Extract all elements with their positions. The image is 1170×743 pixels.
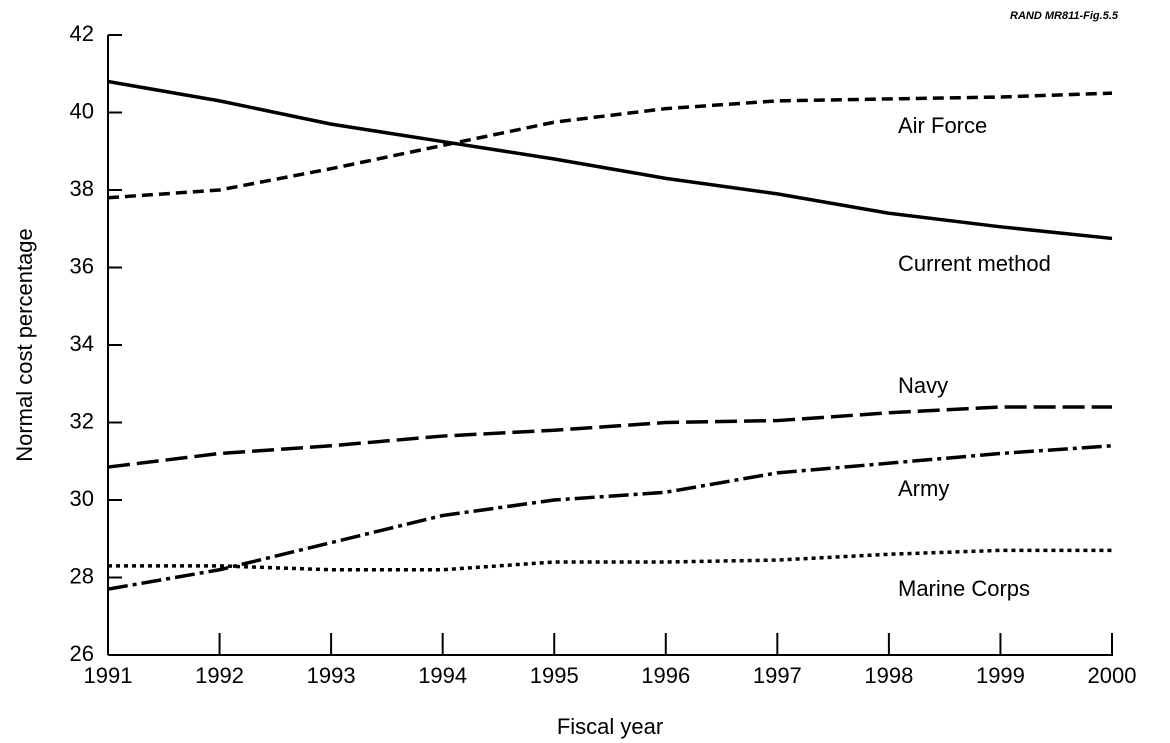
x-tick-label: 2000 <box>1088 663 1137 688</box>
series-label: Current method <box>898 251 1051 276</box>
series-line <box>107 444 1113 591</box>
y-tick-label: 38 <box>70 176 94 201</box>
y-tick-label: 42 <box>70 21 94 46</box>
y-tick-label: 40 <box>70 98 94 123</box>
series-label: Navy <box>898 373 948 398</box>
x-tick-label: 1992 <box>195 663 244 688</box>
source-note: RAND MR811-Fig.5.5 <box>1010 10 1119 22</box>
series-line <box>107 79 1113 241</box>
y-axis-title: Normal cost percentage <box>12 228 37 462</box>
x-tick-label: 1991 <box>84 663 133 688</box>
x-tick-label: 1998 <box>864 663 913 688</box>
y-tick-label: 26 <box>70 641 94 666</box>
series-label: Air Force <box>898 113 987 138</box>
y-tick-label: 32 <box>70 408 94 433</box>
y-tick-label: 36 <box>70 253 94 278</box>
y-tick-label: 34 <box>70 331 94 356</box>
x-axis-title: Fiscal year <box>557 714 663 739</box>
x-tick-label: 1996 <box>641 663 690 688</box>
x-tick-label: 1993 <box>307 663 356 688</box>
x-tick-label: 1997 <box>753 663 802 688</box>
x-tick-label: 1999 <box>976 663 1025 688</box>
y-tick-label: 28 <box>70 563 94 588</box>
series-line <box>107 405 1112 469</box>
y-tick-label: 30 <box>70 486 94 511</box>
x-tick-label: 1994 <box>418 663 467 688</box>
series-label: Army <box>898 476 949 501</box>
x-tick-label: 1995 <box>530 663 579 688</box>
series-label: Marine Corps <box>898 576 1030 601</box>
